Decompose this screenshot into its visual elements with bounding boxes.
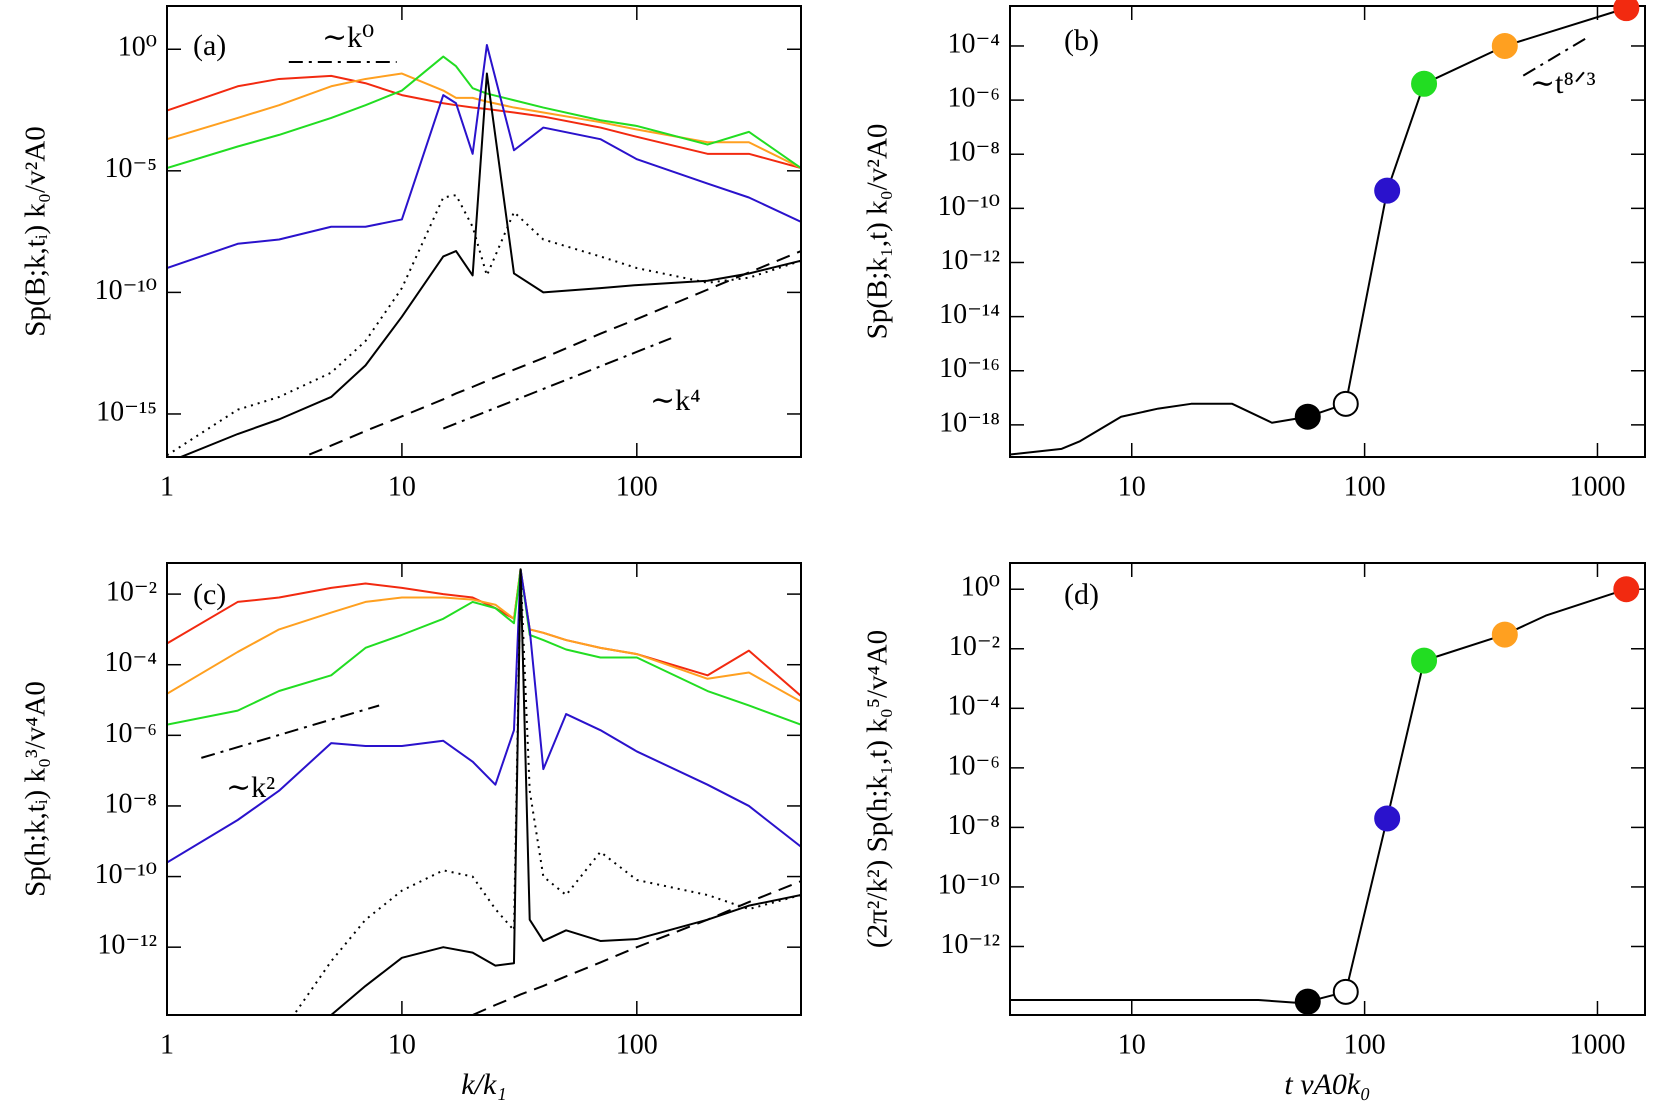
y-tick-label: 10⁻⁴	[104, 647, 157, 678]
y-tick-label: 10⁻⁴	[947, 691, 1000, 722]
annotation: (c)	[193, 578, 226, 611]
x-tick-label: 10	[388, 471, 416, 502]
marker	[1613, 576, 1640, 603]
marker	[1411, 70, 1438, 97]
marker	[1491, 32, 1518, 59]
line-series	[312, 568, 801, 1015]
marker	[1294, 403, 1321, 430]
y-tick-label: 10⁻⁸	[947, 137, 1000, 168]
line-series	[300, 250, 801, 457]
y-tick-label: 10⁰	[118, 32, 157, 63]
x-tick-label: 100	[1344, 1029, 1386, 1060]
x-tick-label: 100	[616, 1029, 658, 1060]
marker	[1491, 621, 1518, 648]
marker	[1332, 390, 1359, 417]
x-tick-label: 10	[388, 1029, 416, 1060]
y-tick-label: 10⁻⁸	[104, 788, 157, 819]
panel: 1 10 100 10⁰ 10⁻⁵ 10⁻¹⁰ 10⁻¹⁵ Sp(B;k,tᵢ) k₀/v²A…	[20, 5, 802, 502]
plot-area	[1010, 7, 1627, 456]
x-tick-label: 10	[1118, 1029, 1146, 1060]
y-tick-label: 10⁻¹⁸	[939, 407, 1000, 438]
axes-frame	[1009, 5, 1646, 458]
annotation: ∼t⁸ᐟ³	[1530, 67, 1596, 100]
panel: 10 100 1000 10⁰ 10⁻² 10⁻⁴ 10⁻⁶ 10⁻⁸ 10⁻¹⁰ 10⁻¹² (2…	[862, 562, 1646, 1101]
y-tick-label: 10⁻¹⁵	[96, 396, 157, 427]
annotation: ∼k⁰	[322, 21, 374, 54]
line-series	[167, 568, 801, 703]
y-tick-label: 10⁻¹⁰	[95, 859, 157, 890]
line-series	[167, 43, 801, 270]
axes-frame	[166, 562, 802, 1016]
line-series	[1010, 7, 1627, 456]
y-tick-label: 10⁻¹²	[940, 929, 1000, 960]
y-tick-label: 10⁻¹⁰	[938, 869, 1000, 900]
marker	[1613, 0, 1640, 22]
line-series	[469, 880, 801, 1015]
y-tick-label: 10⁻⁸	[947, 810, 1000, 841]
marker	[1332, 978, 1359, 1005]
reference-line	[201, 704, 380, 759]
y-tick-label: 10⁻¹⁰	[95, 275, 157, 306]
x-axis-label: t vA0k₀	[1284, 1068, 1370, 1101]
marker	[1294, 988, 1321, 1015]
x-axis-label: k/k₁	[461, 1068, 506, 1101]
y-axis-label: (2π²/k²) Sp(h;k₁,t) k₀⁵/v⁴A0	[862, 630, 894, 948]
x-tick-label: 10	[1118, 471, 1146, 502]
y-tick-label: 10⁰	[961, 572, 1000, 603]
y-tick-label: 10⁻¹²	[97, 930, 157, 961]
plot-area	[167, 568, 801, 1015]
annotation: ∼k⁴	[650, 384, 701, 417]
line-series	[167, 194, 801, 457]
x-tick-label: 1	[160, 471, 174, 502]
panel: 10 100 1000 10⁻⁴ 10⁻⁶ 10⁻⁸ 10⁻¹⁰ 10⁻¹² 10⁻¹⁴ 10⁻¹…	[862, 5, 1646, 502]
x-tick-label: 1000	[1569, 471, 1625, 502]
line-series	[167, 74, 801, 170]
line-series	[167, 568, 801, 864]
y-tick-label: 10⁻⁶	[104, 718, 157, 749]
y-axis-label: Sp(B;k,tᵢ) k₀/v²A0	[20, 126, 52, 336]
plot-area	[1010, 588, 1627, 1004]
marker	[1374, 177, 1401, 204]
y-tick-label: 10⁻⁴	[947, 28, 1000, 59]
panel: 1 10 100 10⁻² 10⁻⁴ 10⁻⁶ 10⁻⁸ 10⁻¹⁰ 10⁻¹² Sp(h;k,t…	[20, 562, 802, 1101]
y-tick-label: 10⁻²	[106, 577, 157, 608]
annotation: (b)	[1064, 24, 1099, 57]
line-series	[167, 72, 801, 169]
annotation: (d)	[1064, 578, 1099, 611]
marker	[1411, 647, 1438, 674]
line-series	[292, 568, 801, 1015]
line-series	[167, 568, 801, 697]
reference-line	[1522, 36, 1588, 77]
y-tick-label: 10⁻¹⁴	[939, 299, 1000, 330]
line-series	[1010, 588, 1627, 1004]
y-axis-label: Sp(h;k,tᵢ) k₀³/v⁴A0	[20, 681, 52, 897]
y-tick-label: 10⁻¹²	[940, 245, 1000, 276]
y-tick-label: 10⁻¹⁶	[939, 353, 1000, 384]
axes-frame	[1009, 562, 1646, 1016]
y-tick-label: 10⁻¹⁰	[938, 191, 1000, 222]
x-tick-label: 100	[1344, 471, 1386, 502]
marker	[1374, 805, 1401, 832]
x-tick-label: 1000	[1569, 1029, 1625, 1060]
annotation: (a)	[193, 29, 226, 62]
reference-line	[442, 337, 672, 430]
line-series	[167, 568, 801, 726]
x-tick-label: 100	[616, 471, 658, 502]
y-tick-label: 10⁻⁶	[947, 750, 1000, 781]
y-axis-label: Sp(B;k₁,t) k₀/v²A0	[862, 124, 894, 340]
y-tick-label: 10⁻²	[949, 631, 1000, 662]
x-tick-label: 1	[160, 1029, 174, 1060]
line-series	[167, 55, 801, 169]
annotation: ∼k²	[226, 771, 275, 804]
y-tick-label: 10⁻⁵	[104, 153, 157, 184]
line-series	[178, 72, 801, 457]
y-tick-label: 10⁻⁶	[947, 83, 1000, 114]
plot-area	[167, 43, 801, 457]
axes-frame	[166, 5, 802, 458]
